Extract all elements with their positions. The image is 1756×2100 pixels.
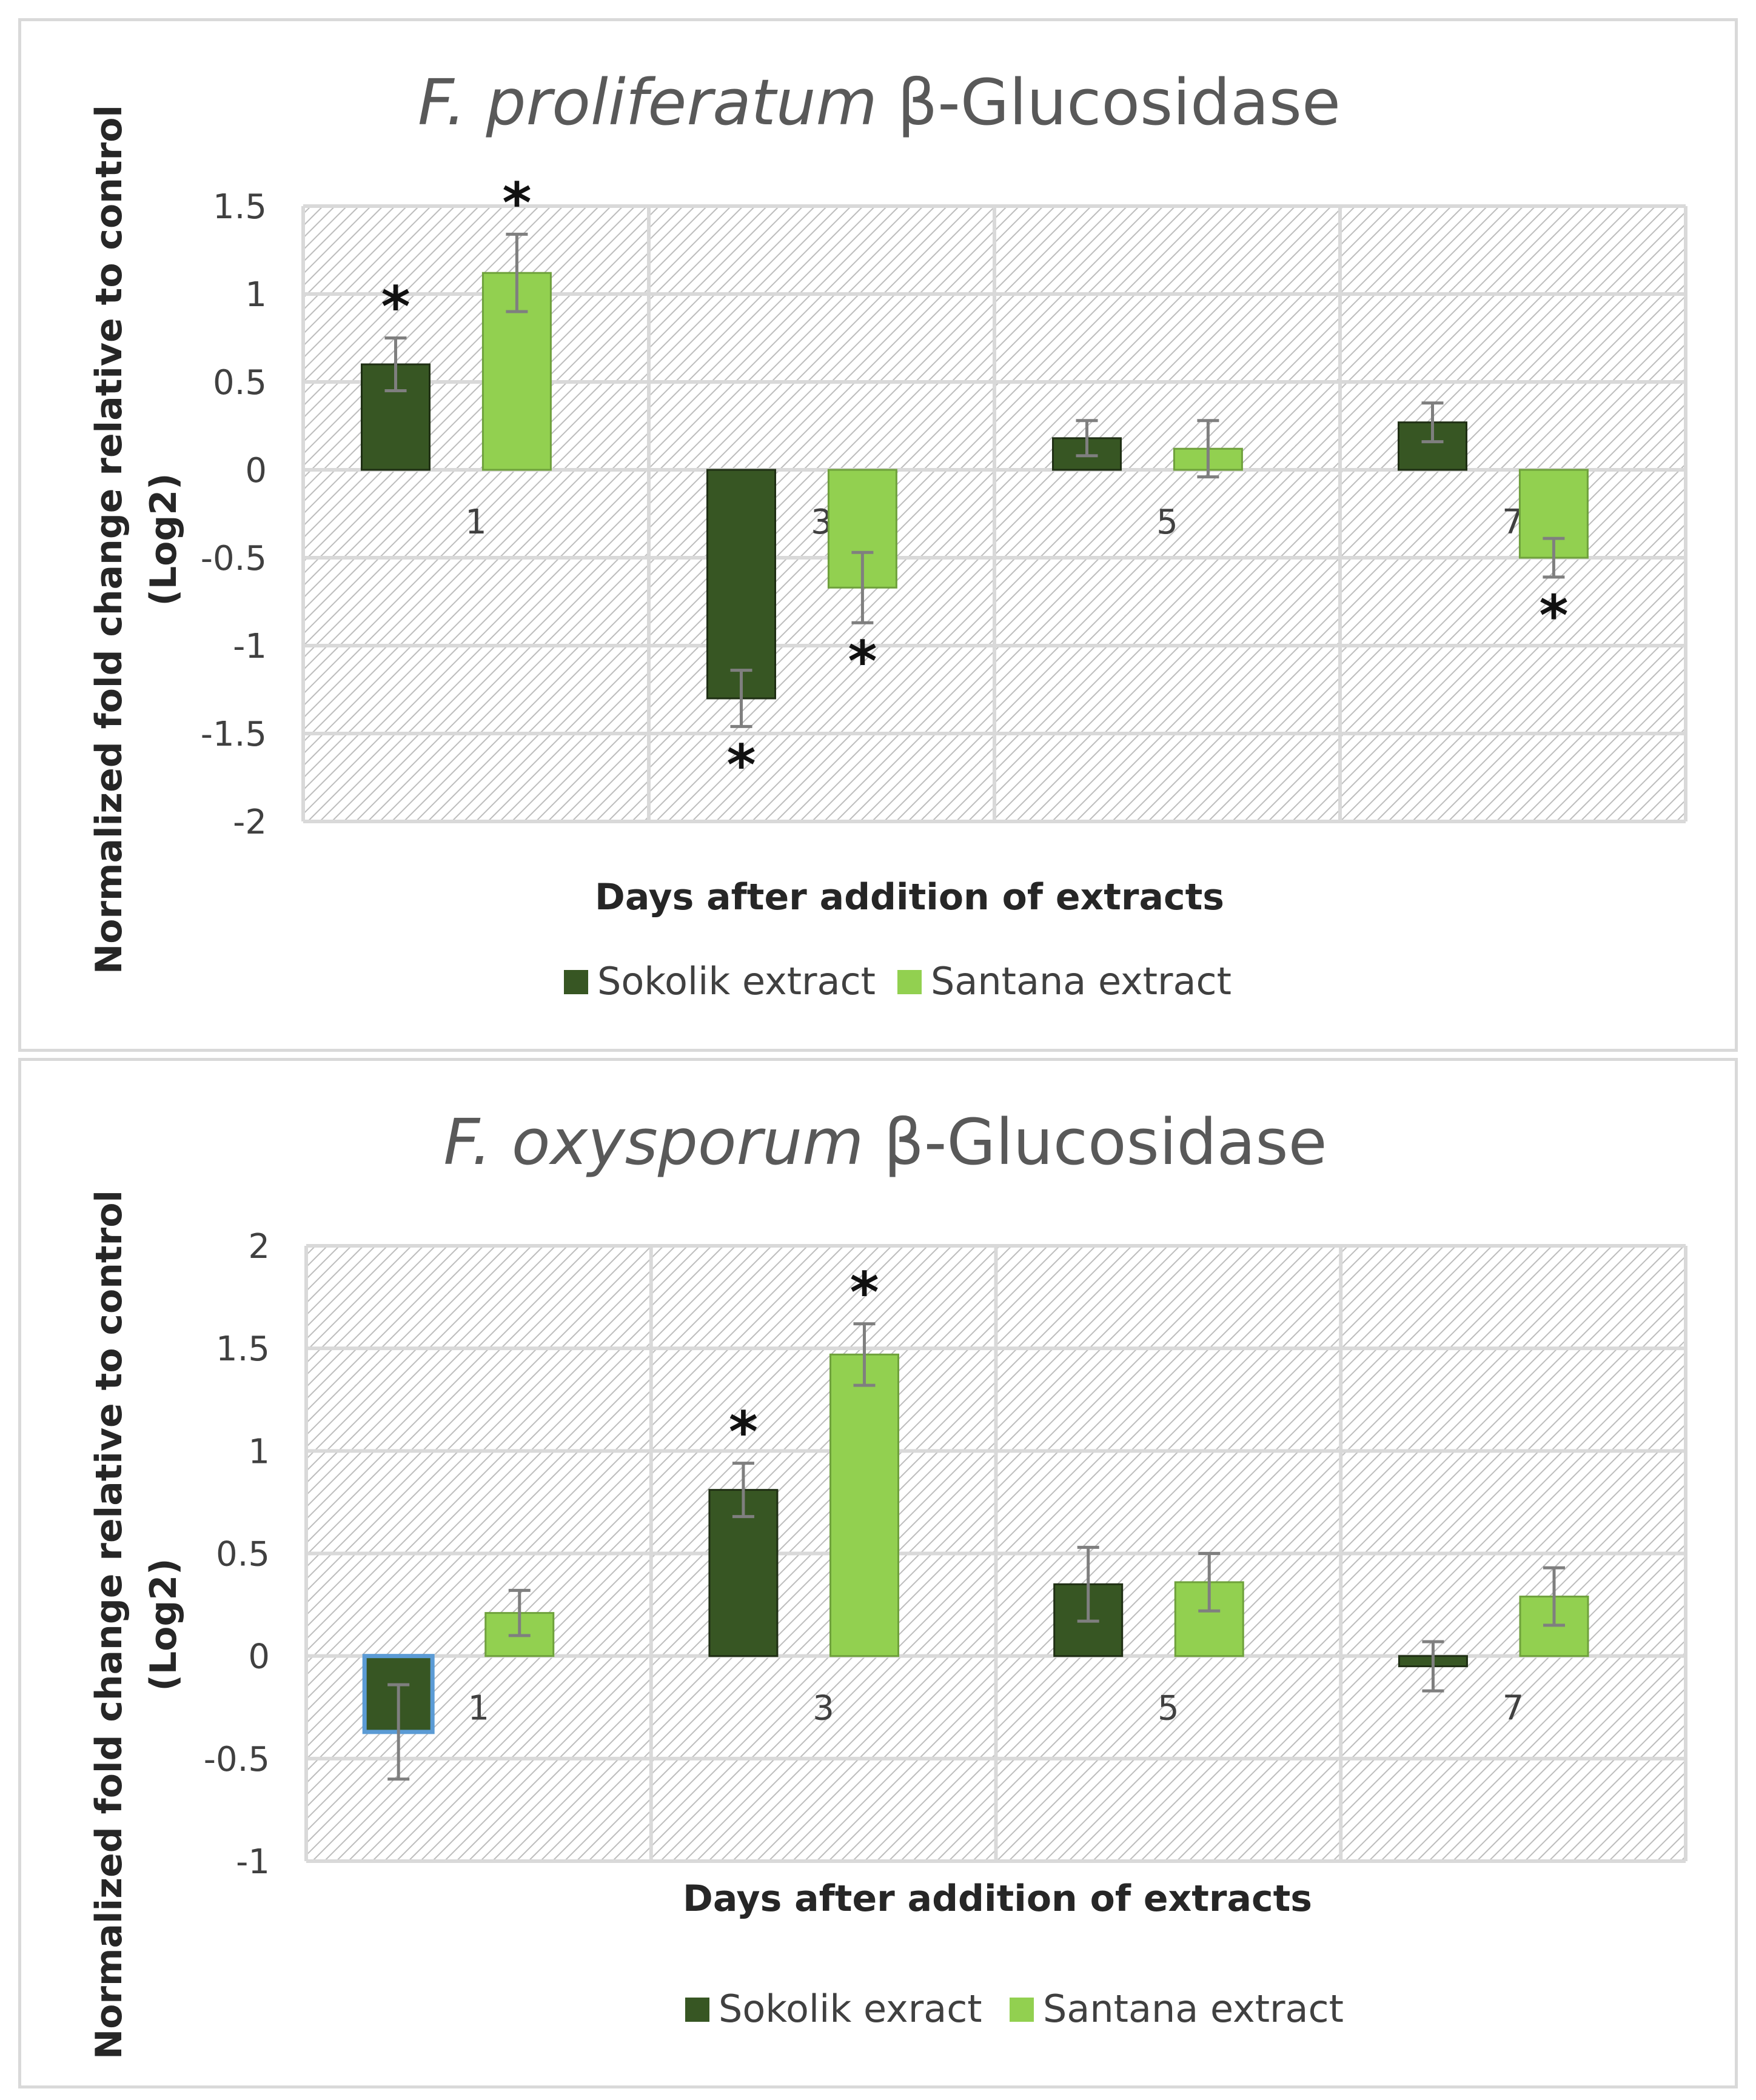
chart2-legend-label-santana: Santana extract — [1043, 1987, 1344, 2031]
chart1-y-tick-label: -1 — [233, 627, 267, 666]
chart2-legend-swatch-sokolik — [685, 1998, 709, 2022]
chart1-y-tick-label: -0.5 — [201, 539, 267, 578]
chart1-bar-sokolik-day3 — [706, 469, 776, 700]
chart1-y-tick-label: 0 — [245, 451, 267, 490]
chart2-y-tick-label: -1 — [236, 1842, 270, 1882]
chart1-y-tick-label: 1 — [245, 275, 267, 315]
chart1-significance-marker: * — [381, 275, 410, 339]
chart2-x-tick-label: 7 — [1503, 1689, 1524, 1728]
chart1-title: F. proliferatum β-Glucosidase — [418, 65, 1341, 139]
chart2-bar-santana-day3 — [829, 1353, 899, 1657]
chart1-y-axis-title: Normalized fold change relative to contr… — [88, 105, 130, 974]
chart1-legend-swatch-sokolik — [564, 970, 588, 994]
chart2-significance-marker: * — [729, 1400, 758, 1465]
chart1-significance-marker: * — [848, 629, 877, 694]
chart2-y-tick-label: 1.5 — [216, 1329, 270, 1369]
chart2-y-tick-label: 0 — [248, 1637, 270, 1677]
chart2-x-axis-title: Days after addition of extracts — [683, 1878, 1312, 1920]
chart2-y-axis-title: Normalized fold change relative to contr… — [88, 1190, 130, 2059]
chart1-legend-swatch-santana — [897, 970, 922, 994]
chart2-x-tick-label: 3 — [813, 1689, 834, 1728]
chart2-plot: 2 1.5 1 0.5 0 -0.5 -1 1 3 * * 5 7 — [204, 1227, 1687, 1882]
chart1-legend-label-sokolik: Sokolik extract — [597, 959, 876, 1003]
chart2-legend-swatch-santana — [1010, 1998, 1034, 2022]
chart2-y-tick-label: 2 — [248, 1227, 270, 1266]
chart1-x-tick-label: 1 — [465, 503, 487, 542]
chart1-y-axis-title-line2: (Log2) — [142, 473, 185, 606]
chart2-x-tick-label: 1 — [468, 1689, 490, 1728]
chart1-bar-sokolik-day1 — [361, 363, 431, 471]
chart2-title: F. oxysporum β-Glucosidase — [443, 1105, 1327, 1179]
chart1-significance-marker: * — [502, 170, 531, 235]
chart1-y-tick-label: 0.5 — [213, 363, 267, 403]
chart1-legend-label-santana: Santana extract — [931, 959, 1232, 1003]
chart1-x-axis-title: Days after addition of extracts — [595, 876, 1224, 918]
chart2-y-tick-label: 0.5 — [216, 1535, 270, 1574]
chart1-significance-marker: * — [726, 732, 756, 797]
chart1-plot: 1.510.50-0.5-1-1.5-21**3**5 7* — [201, 170, 1687, 842]
chart1-y-tick-label: -1.5 — [201, 715, 267, 754]
chart2-legend-label-sokolik: Sokolik exract — [719, 1987, 982, 2031]
chart2-y-axis-title-line2: (Log2) — [142, 1559, 185, 1691]
chart1-x-tick-label: 5 — [1156, 503, 1178, 542]
chart1-significance-marker: * — [1539, 583, 1568, 648]
chart2-y-tick-label: 1 — [248, 1432, 270, 1471]
chart2-x-tick-label: 5 — [1158, 1689, 1179, 1728]
chart2-significance-marker: * — [850, 1260, 879, 1325]
chart1-y-tick-label: -2 — [233, 803, 267, 842]
chart1-y-tick-label: 1.5 — [213, 187, 267, 227]
chart2-y-tick-label: -0.5 — [204, 1740, 270, 1779]
